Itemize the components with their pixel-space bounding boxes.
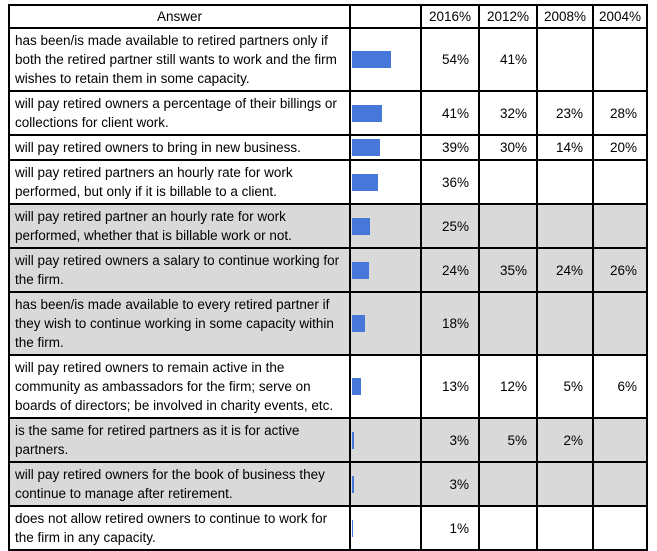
percentage-bar [352,315,365,332]
page: Answer 2016% 2012% 2008% 2004% has been/… [8,4,648,551]
value-cell-2012 [478,159,538,205]
percentage-bar [352,104,382,122]
value-cell-2004 [592,203,648,249]
bar-cell [349,27,422,92]
value-cell-2012: 30% [478,134,538,161]
value-cell-2008 [536,291,594,356]
value-cell-2016: 3% [420,417,480,463]
table-row: has been/is made available to every reti… [8,291,648,356]
percentage-bar [352,475,355,493]
table-row: will pay retired owners to remain active… [8,354,648,419]
column-header-2012: 2012% [478,4,538,29]
column-header-2004: 2004% [592,4,648,29]
value-cell-2008: 2% [536,417,594,463]
value-cell-2008: 14% [536,134,594,161]
answer-cell: will pay retired partner an hourly rate … [8,203,351,249]
value-cell-2012: 12% [478,354,538,419]
value-cell-2008 [536,505,594,551]
value-cell-2016: 54% [420,27,480,92]
value-cell-2016: 25% [420,203,480,249]
value-cell-2008 [536,27,594,92]
value-cell-2008 [536,203,594,249]
value-cell-2004 [592,417,648,463]
percentage-bar [352,519,353,537]
table-row: does not allow retired owners to continu… [8,505,648,551]
answer-column-header: Answer [8,4,351,29]
value-cell-2004 [592,505,648,551]
answer-cell: is the same for retired partners as it i… [8,417,351,463]
bar-cell [349,134,422,161]
value-cell-2008 [536,159,594,205]
percentage-bar [352,431,355,449]
table-row: will pay retired owners a salary to cont… [8,247,648,293]
percentage-bar [352,173,378,191]
bar-column-header [349,4,422,29]
value-cell-2016: 39% [420,134,480,161]
bar-cell [349,90,422,136]
value-cell-2004: 6% [592,354,648,419]
header-row: Answer 2016% 2012% 2008% 2004% [8,4,648,29]
value-cell-2016: 24% [420,247,480,293]
bar-cell [349,354,422,419]
percentage-bar [352,217,370,235]
value-cell-2008: 23% [536,90,594,136]
column-header-2008: 2008% [536,4,594,29]
bar-cell [349,159,422,205]
value-cell-2004: 28% [592,90,648,136]
value-cell-2008: 5% [536,354,594,419]
value-cell-2016: 18% [420,291,480,356]
bar-cell [349,247,422,293]
value-cell-2012 [478,291,538,356]
answer-cell: will pay retired owners for the book of … [8,461,351,507]
value-cell-2012: 5% [478,417,538,463]
value-cell-2004 [592,461,648,507]
value-cell-2012: 32% [478,90,538,136]
value-cell-2008 [536,461,594,507]
value-cell-2004 [592,291,648,356]
table-row: has been/is made available to retired pa… [8,27,648,92]
percentage-bar [352,139,381,156]
value-cell-2004: 26% [592,247,648,293]
answer-cell: will pay retired owners a salary to cont… [8,247,351,293]
value-cell-2016: 13% [420,354,480,419]
table-row: will pay retired owners for the book of … [8,461,648,507]
table-row: will pay retired owners a percentage of … [8,90,648,136]
value-cell-2016: 36% [420,159,480,205]
percentage-bar [352,378,362,395]
answer-cell: will pay retired owners to bring in new … [8,134,351,161]
value-cell-2012 [478,461,538,507]
bar-cell [349,461,422,507]
answer-cell: does not allow retired owners to continu… [8,505,351,551]
value-cell-2012 [478,203,538,249]
value-cell-2012: 41% [478,27,538,92]
bar-cell [349,417,422,463]
survey-results-table: Answer 2016% 2012% 2008% 2004% has been/… [8,4,648,551]
percentage-bar [352,261,370,279]
answer-cell: will pay retired partners an hourly rate… [8,159,351,205]
answer-cell: has been/is made available to every reti… [8,291,351,356]
value-cell-2004 [592,27,648,92]
value-cell-2008: 24% [536,247,594,293]
bar-cell [349,203,422,249]
value-cell-2012: 35% [478,247,538,293]
table-row: will pay retired partner an hourly rate … [8,203,648,249]
value-cell-2004: 20% [592,134,648,161]
column-header-2016: 2016% [420,4,480,29]
value-cell-2016: 1% [420,505,480,551]
bar-cell [349,505,422,551]
value-cell-2012 [478,505,538,551]
percentage-bar [352,51,391,68]
answer-cell: has been/is made available to retired pa… [8,27,351,92]
value-cell-2016: 3% [420,461,480,507]
answer-cell: will pay retired owners to remain active… [8,354,351,419]
bar-cell [349,291,422,356]
answer-cell: will pay retired owners a percentage of … [8,90,351,136]
table-row: will pay retired owners to bring in new … [8,134,648,161]
table-row: will pay retired partners an hourly rate… [8,159,648,205]
value-cell-2016: 41% [420,90,480,136]
table-row: is the same for retired partners as it i… [8,417,648,463]
value-cell-2004 [592,159,648,205]
